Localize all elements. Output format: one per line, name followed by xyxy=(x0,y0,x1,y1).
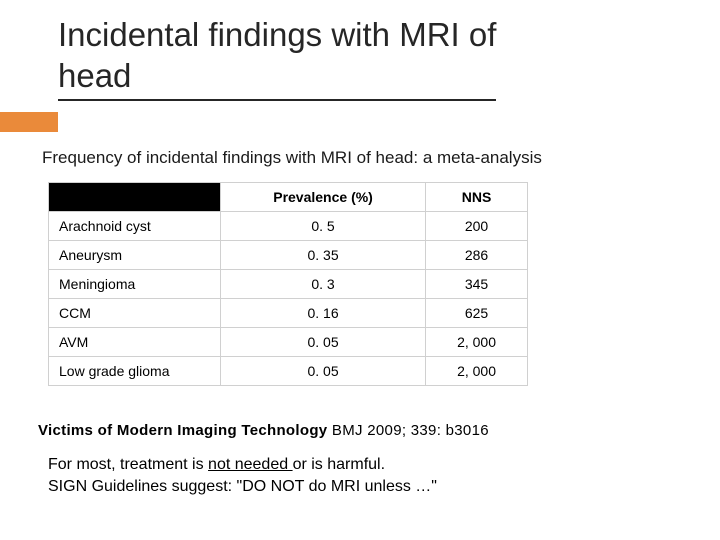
note-1b: or is harmful. xyxy=(293,456,385,473)
row-nns: 2, 000 xyxy=(426,328,528,357)
table-row: Arachnoid cyst 0. 5 200 xyxy=(49,212,528,241)
footer-note: For most, treatment is not needed or is … xyxy=(48,454,437,499)
citation-bold: Victims of Modern Imaging Technology xyxy=(38,422,327,439)
table-row: AVM 0. 05 2, 000 xyxy=(49,328,528,357)
note-2: SIGN Guidelines suggest: "DO NOT do MRI … xyxy=(48,478,437,495)
slide-title-area: Incidental findings with MRI of head xyxy=(0,0,720,101)
findings-table: Prevalence (%) NNS Arachnoid cyst 0. 5 2… xyxy=(48,182,528,386)
row-label: Low grade glioma xyxy=(49,357,221,386)
row-nns: 286 xyxy=(426,241,528,270)
row-prevalence: 0. 5 xyxy=(221,212,426,241)
slide-title: Incidental findings with MRI of head xyxy=(58,14,496,101)
header-blank xyxy=(49,183,221,212)
row-prevalence: 0. 35 xyxy=(221,241,426,270)
subtitle: Frequency of incidental findings with MR… xyxy=(42,148,542,168)
row-label: Aneurysm xyxy=(49,241,221,270)
title-line-1: Incidental findings with MRI of xyxy=(58,16,496,53)
header-nns: NNS xyxy=(426,183,528,212)
row-label: CCM xyxy=(49,299,221,328)
row-label: AVM xyxy=(49,328,221,357)
table-row: Low grade glioma 0. 05 2, 000 xyxy=(49,357,528,386)
row-nns: 625 xyxy=(426,299,528,328)
citation-line: Victims of Modern Imaging Technology BMJ… xyxy=(38,422,489,439)
note-1-underline: not needed xyxy=(208,456,293,473)
row-nns: 200 xyxy=(426,212,528,241)
row-label: Arachnoid cyst xyxy=(49,212,221,241)
row-prevalence: 0. 05 xyxy=(221,357,426,386)
row-prevalence: 0. 05 xyxy=(221,328,426,357)
header-prevalence: Prevalence (%) xyxy=(221,183,426,212)
row-prevalence: 0. 16 xyxy=(221,299,426,328)
accent-bar xyxy=(0,112,58,132)
title-line-2: head xyxy=(58,57,131,94)
row-nns: 345 xyxy=(426,270,528,299)
table-row: CCM 0. 16 625 xyxy=(49,299,528,328)
table-row: Aneurysm 0. 35 286 xyxy=(49,241,528,270)
table-header-row: Prevalence (%) NNS xyxy=(49,183,528,212)
note-1a: For most, treatment is xyxy=(48,456,208,473)
row-label: Meningioma xyxy=(49,270,221,299)
table-row: Meningioma 0. 3 345 xyxy=(49,270,528,299)
row-prevalence: 0. 3 xyxy=(221,270,426,299)
citation-rest: BMJ 2009; 339: b3016 xyxy=(327,422,488,439)
row-nns: 2, 000 xyxy=(426,357,528,386)
